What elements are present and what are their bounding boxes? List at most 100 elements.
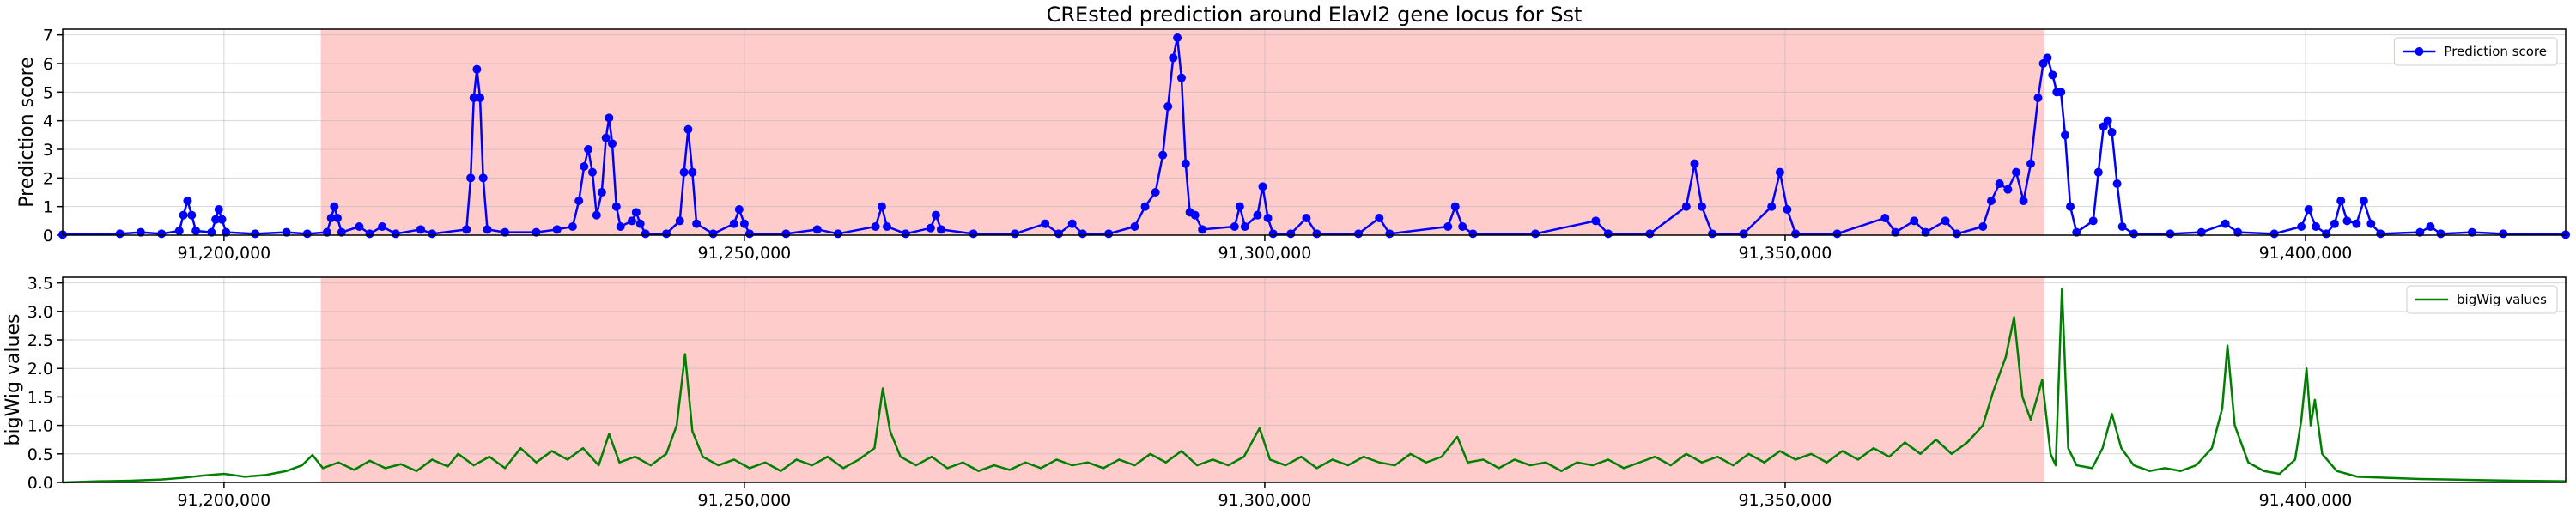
- y-tick-label: 0.5: [27, 445, 53, 464]
- x-tick-label: 91,200,000: [177, 244, 270, 263]
- y-tick-label: 0: [43, 227, 53, 245]
- data-point: [217, 215, 227, 224]
- legend: bigWig values: [2406, 285, 2558, 314]
- data-point: [552, 225, 562, 234]
- x-tick-label: 91,350,000: [1739, 491, 1832, 510]
- data-point: [1832, 229, 1842, 239]
- y-tick-label: 1.0: [27, 417, 53, 436]
- y-tick-label: 2.5: [27, 331, 53, 350]
- data-point: [174, 227, 184, 235]
- data-point: [1468, 229, 1478, 239]
- data-point: [2196, 227, 2206, 237]
- data-point: [365, 229, 374, 239]
- data-point: [1531, 229, 1540, 239]
- data-point: [355, 222, 364, 231]
- data-point: [1791, 229, 1801, 239]
- x-tick-label: 91,300,000: [1218, 244, 1312, 263]
- legend-label: Prediction score: [2444, 44, 2547, 59]
- data-point: [627, 216, 636, 226]
- data-point: [2304, 205, 2313, 214]
- data-point: [1458, 222, 1467, 231]
- data-point: [1443, 222, 1453, 231]
- data-point: [611, 202, 621, 211]
- x-tick-label: 91,400,000: [2259, 491, 2353, 510]
- data-point: [641, 229, 650, 239]
- data-point: [675, 216, 684, 226]
- x-tick-label: 91,250,000: [697, 244, 791, 263]
- data-point: [1767, 202, 1777, 211]
- data-point: [1921, 227, 1930, 237]
- data-point: [222, 227, 231, 237]
- x-tick-label: 91,250,000: [697, 491, 791, 510]
- data-point: [871, 222, 880, 231]
- data-point: [1078, 229, 1087, 239]
- y-tick-label: 5: [43, 83, 53, 102]
- data-point: [1302, 214, 1311, 222]
- data-point: [1354, 229, 1364, 239]
- legend-box: [2393, 37, 2558, 66]
- data-point: [207, 227, 216, 237]
- data-point: [616, 222, 625, 231]
- data-point: [1986, 197, 1996, 205]
- data-point: [1163, 102, 1173, 111]
- data-point: [607, 139, 617, 148]
- data-point: [1235, 202, 1244, 211]
- data-point: [211, 215, 221, 224]
- data-point: [1681, 202, 1691, 211]
- data-point: [326, 214, 336, 222]
- data-point: [2269, 229, 2279, 239]
- data-point: [2426, 222, 2435, 231]
- data-point: [568, 222, 577, 231]
- data-point: [1978, 222, 1988, 231]
- data-point: [2072, 227, 2081, 237]
- data-point: [1263, 214, 1273, 222]
- data-point: [688, 167, 697, 177]
- data-point: [2467, 227, 2476, 237]
- data-point: [661, 229, 671, 239]
- data-point: [1450, 202, 1460, 211]
- y-tick-label: 3: [43, 141, 53, 160]
- data-point: [2061, 130, 2069, 140]
- data-point: [469, 94, 478, 102]
- data-point: [601, 133, 611, 142]
- chart-title: CREsted prediction around Elavl2 gene lo…: [1047, 3, 1583, 27]
- legend-box: [2406, 285, 2558, 314]
- data-point: [179, 210, 188, 220]
- data-point: [597, 188, 606, 197]
- data-point: [322, 227, 331, 237]
- data-point: [2436, 229, 2445, 239]
- data-point: [635, 219, 645, 228]
- data-point: [1253, 210, 1262, 220]
- data-point: [1375, 214, 1384, 222]
- data-point: [428, 229, 437, 239]
- data-point: [2233, 227, 2243, 237]
- data-point: [1591, 216, 1601, 226]
- data-point: [1258, 182, 1267, 191]
- data-point: [1181, 159, 1190, 168]
- data-point: [2066, 202, 2075, 211]
- data-point: [1268, 229, 1278, 239]
- data-point: [926, 223, 935, 233]
- data-point: [1739, 229, 1748, 239]
- data-point: [901, 229, 910, 239]
- data-point: [532, 227, 541, 237]
- y-tick-label: 3.5: [27, 275, 53, 294]
- y-tick-label: 1: [43, 198, 53, 217]
- y-tick-label: 1.5: [27, 388, 53, 407]
- data-point: [1041, 219, 1050, 228]
- data-point: [882, 222, 891, 231]
- data-point: [2166, 229, 2175, 239]
- data-point: [2107, 128, 2117, 136]
- data-point: [587, 167, 597, 177]
- data-point: [692, 219, 702, 228]
- data-point: [2043, 53, 2052, 63]
- y-axis-label: bigWig values: [3, 314, 24, 446]
- data-point: [187, 210, 197, 220]
- data-point: [729, 219, 738, 228]
- data-point: [877, 202, 886, 211]
- data-point: [2336, 197, 2346, 205]
- data-point: [2366, 219, 2376, 228]
- data-point: [812, 225, 822, 234]
- data-point: [936, 225, 945, 234]
- legend-label: bigWig values: [2457, 292, 2547, 307]
